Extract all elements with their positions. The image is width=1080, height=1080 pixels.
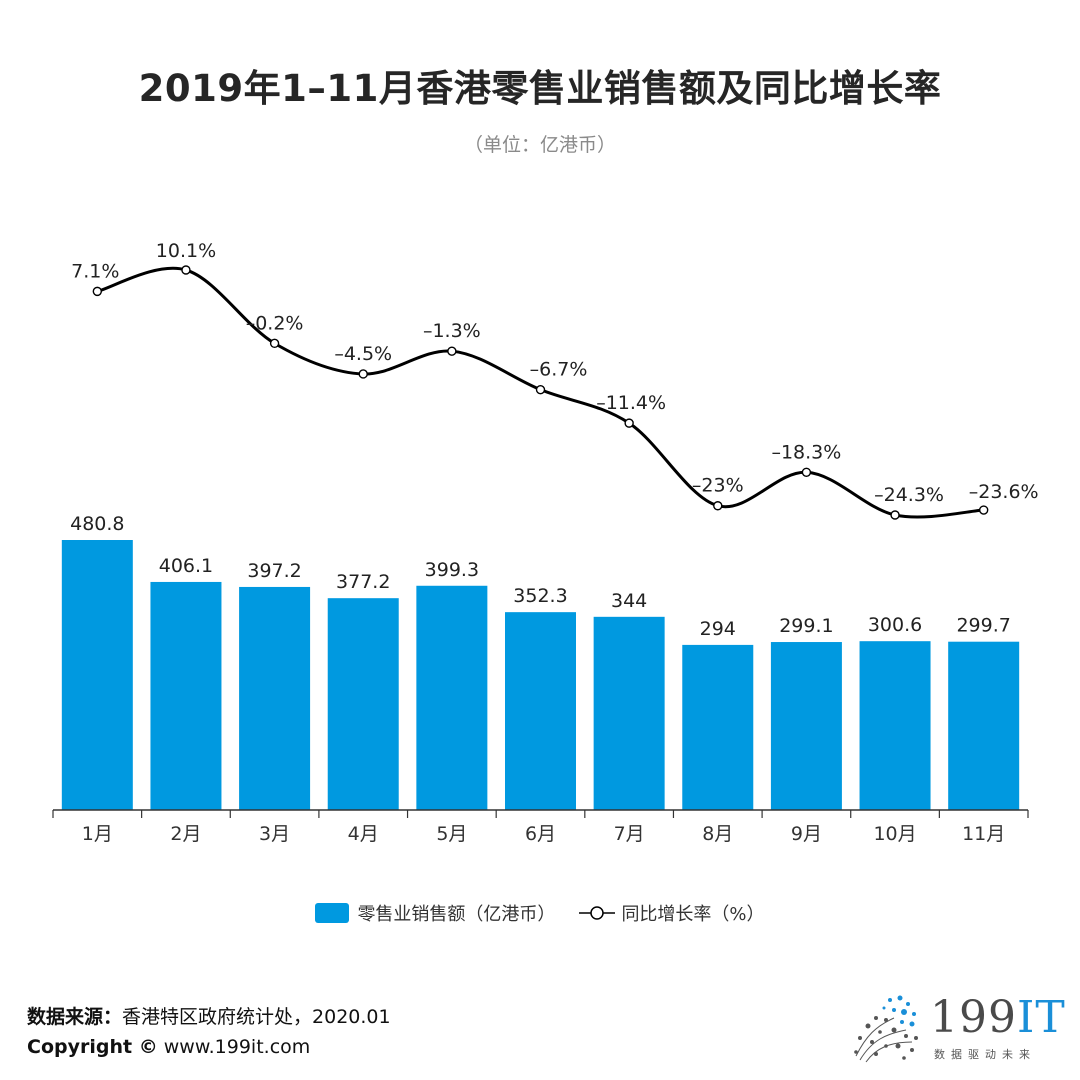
bar-value-label: 399.3: [425, 559, 479, 581]
bar-value-label: 299.7: [956, 615, 1010, 637]
brand-logo: 199IT 数据驱动未来: [846, 990, 1066, 1070]
x-tick-label: 3月: [259, 823, 290, 845]
legend-sales-label: 零售业销售额（亿港币）: [357, 904, 556, 925]
bar-value-label: 352.3: [513, 585, 567, 607]
bar-9: [770, 642, 842, 810]
x-tick-label: 5月: [436, 823, 467, 845]
growth-value-label: –23.6%: [969, 481, 1039, 503]
growth-point-6: [535, 384, 546, 395]
bar-value-label: 300.6: [868, 614, 922, 636]
growth-value-label: –11.4%: [596, 392, 666, 414]
logo-dots-icon: [854, 995, 918, 1063]
chart-subtitle: （单位：亿港币）: [463, 134, 616, 156]
legend-line-marker-icon: [579, 906, 616, 920]
growth-point-11: [978, 505, 989, 515]
x-tick-label: 9月: [791, 823, 822, 845]
copyright-note: Copyright © www.199it.com: [27, 1036, 310, 1058]
bar-3: [239, 586, 311, 810]
chart-legend: 零售业销售额（亿港币） 同比增长率（%）: [0, 900, 1080, 926]
growth-line: [96, 266, 984, 519]
growth-point-1: [92, 286, 103, 297]
bar-5: [416, 585, 488, 810]
chart-title: 2019年1–11月香港零售业销售额及同比增长率: [138, 67, 942, 110]
legend-bar-swatch: [315, 903, 350, 923]
growth-point-4: [358, 369, 368, 379]
legend-item-growth: 同比增长率（%）: [555, 900, 765, 926]
copyright-url: www.199it.com: [157, 1036, 311, 1058]
growth-point-2: [181, 265, 191, 275]
growth-point-10: [890, 510, 900, 520]
bar-11: [948, 641, 1020, 810]
bar-value-label: 480.8: [70, 513, 124, 535]
growth-point-5: [447, 346, 457, 356]
x-tick-label: 1月: [82, 823, 113, 845]
x-tick-label: 6月: [525, 823, 556, 845]
growth-point-7: [624, 418, 634, 428]
bar-6: [505, 612, 576, 810]
logo-wordmark: 199IT: [930, 992, 1066, 1043]
growth-value-label: –6.7%: [530, 359, 588, 381]
x-tick-label: 2月: [170, 823, 201, 845]
growth-point-8: [713, 501, 723, 511]
bar-7: [593, 616, 665, 810]
growth-point-3: [269, 338, 280, 349]
source-label: 数据来源：: [27, 1006, 123, 1028]
x-tick-label: 8月: [702, 823, 733, 845]
growth-value-label: 10.1%: [156, 240, 216, 262]
bar-value-label: 294: [700, 618, 736, 640]
growth-value-label: –24.3%: [874, 484, 944, 506]
copyright-label: Copyright ©: [27, 1036, 158, 1058]
bar-value-label: 406.1: [159, 555, 213, 577]
logo-it: IT: [1016, 992, 1066, 1043]
bar-4: [327, 598, 399, 810]
growth-value-label: –4.5%: [334, 343, 392, 365]
bar-2: [150, 581, 222, 810]
x-tick-label: 11月: [962, 823, 1005, 845]
source-text: 香港特区政府统计处，2020.01: [122, 1006, 391, 1028]
bar-1: [61, 540, 133, 810]
bar-value-label: 299.1: [779, 615, 833, 637]
growth-value-label: –0.2%: [246, 312, 304, 334]
bar-value-label: 344: [611, 590, 647, 612]
bar-10: [859, 641, 931, 810]
growth-value-label: –18.3%: [771, 441, 841, 463]
chart-canvas: 480.8 406.1 397.2 377.2 399.3 352.3 344 294 299.…: [52, 240, 1039, 845]
source-note: 数据来源：香港特区政府统计处，2020.01: [27, 1002, 391, 1029]
bar-8: [682, 644, 754, 810]
bar-value-label: 397.2: [247, 560, 301, 582]
legend-item-sales: 零售业销售额（亿港币）: [315, 900, 555, 926]
growth-value-label: 7.1%: [71, 260, 119, 282]
legend-growth-label: 同比增长率（%）: [621, 904, 765, 925]
growth-point-9: [801, 467, 812, 477]
growth-value-label: –23%: [692, 475, 744, 497]
x-tick-label: 10月: [873, 823, 916, 845]
growth-value-label: –1.3%: [423, 320, 481, 342]
bar-value-label: 377.2: [336, 571, 390, 593]
x-tick-label: 4月: [348, 823, 379, 845]
x-tick-label: 7月: [614, 823, 645, 845]
logo-number: 199: [930, 992, 1017, 1043]
logo-tagline: 数据驱动未来: [934, 1048, 1036, 1061]
